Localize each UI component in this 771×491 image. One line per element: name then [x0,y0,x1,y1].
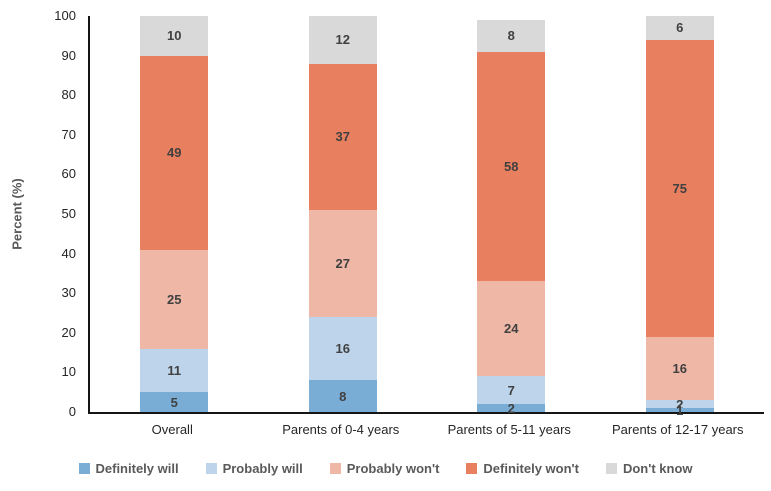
legend-item: Definitely won't [466,461,579,476]
bar-segment: 12 [308,16,377,64]
stacked-bar: 6 75 16 2 1 [645,16,714,417]
bar-value-label: 75 [672,180,687,196]
bar-group: 6 75 16 2 1 [596,16,765,417]
y-tick-label: 0 [68,404,76,419]
bar-segment: 2 [477,400,546,416]
bar-value-label: 5 [170,394,178,410]
bar-segment: 6 [645,16,714,40]
bar-segment: 24 [477,281,546,377]
bar-group: 10 49 25 11 5 [90,16,259,412]
stacked-bar: 8 58 24 7 2 [477,20,546,416]
stacked-bar: 12 37 27 16 8 [308,16,377,412]
bar-segment: 16 [308,316,377,381]
legend-label: Don't know [622,461,693,476]
y-tick-label: 30 [61,285,76,301]
bar-value-label: 58 [504,159,519,174]
x-category-label: Overall [151,422,193,437]
legend-item: Definitely will [78,461,179,476]
y-tick-label: 90 [61,47,76,63]
bar-group: 12 37 27 16 8 [259,16,428,412]
bar-value-label: 7 [507,382,515,398]
y-tick-label: 80 [61,87,76,103]
bar-segment: 75 [645,39,714,337]
x-category-label: Parents of 5-11 years [447,422,571,437]
bar-value-label: 2 [676,396,684,412]
legend-swatch-icon [329,463,341,474]
legend-label: Definitely will [95,461,179,476]
legend-swatch-icon [605,463,617,474]
bar-value-label: 16 [672,360,687,376]
bar-segment: 49 [140,55,209,250]
bar-segment: 10 [140,16,209,56]
bar-segment: 58 [477,51,546,282]
bar-segment: 37 [308,63,377,211]
bar-value-label: 12 [335,32,350,48]
bar-group: 8 58 24 7 2 [427,16,596,416]
bar-value-label: 24 [504,321,519,337]
bar-segment: 5 [140,392,209,412]
bar-value-label: 1 [676,402,684,418]
legend-label: Definitely won't [483,461,579,476]
legend-item: Probably will [205,461,303,476]
y-tick-label: 60 [61,166,76,182]
bar-value-label: 16 [335,341,350,357]
bar-value-label: 8 [339,388,347,404]
bar-value-label: 27 [335,256,350,272]
bar-segment: 2 [645,396,714,412]
legend-swatch-icon [78,463,90,474]
legend: Definitely will Probably will Probably won… [0,461,771,476]
stacked-bar: 10 49 25 11 5 [140,16,209,412]
bar-segment: 11 [140,348,209,393]
legend-item: Don't know [605,461,693,476]
bar-value-label: 10 [167,28,182,44]
legend-label: Probably will [222,461,303,476]
y-tick-label: 70 [61,126,76,142]
legend-label: Probably won't [346,461,440,476]
plot-area: 10 49 25 11 5 12 37 27 16 8 8 58 24 7 2 6 75 16 2 1 [88,16,765,417]
bar-value-label: 2 [507,400,515,416]
legend-swatch-icon [466,463,478,474]
bar-segment: 25 [140,249,209,349]
bar-segment: 7 [477,376,546,405]
y-tick-label: 10 [61,364,76,380]
bar-value-label: 37 [335,129,350,145]
bar-segment: 8 [308,380,377,412]
y-tick-label: 50 [61,206,76,221]
bar-segment: 8 [477,20,546,52]
bar-value-label: 25 [167,291,182,307]
y-tick-label: 20 [61,324,76,340]
bar-segment: 1 [645,404,714,417]
bar-value-label: 11 [167,362,182,378]
bar-segment: 16 [645,336,714,401]
x-category-label: Parents of 12-17 years [611,422,744,437]
bar-value-label: 8 [507,28,515,44]
legend-swatch-icon [205,463,217,474]
legend-item: Probably won't [329,461,440,476]
x-category-label: Parents of 0-4 years [282,422,400,437]
bar-segment: 27 [308,210,377,317]
bar-value-label: 6 [676,20,684,36]
bar-value-label: 49 [167,145,182,161]
y-tick-label: 40 [61,245,76,261]
y-tick-label: 100 [54,8,76,23]
